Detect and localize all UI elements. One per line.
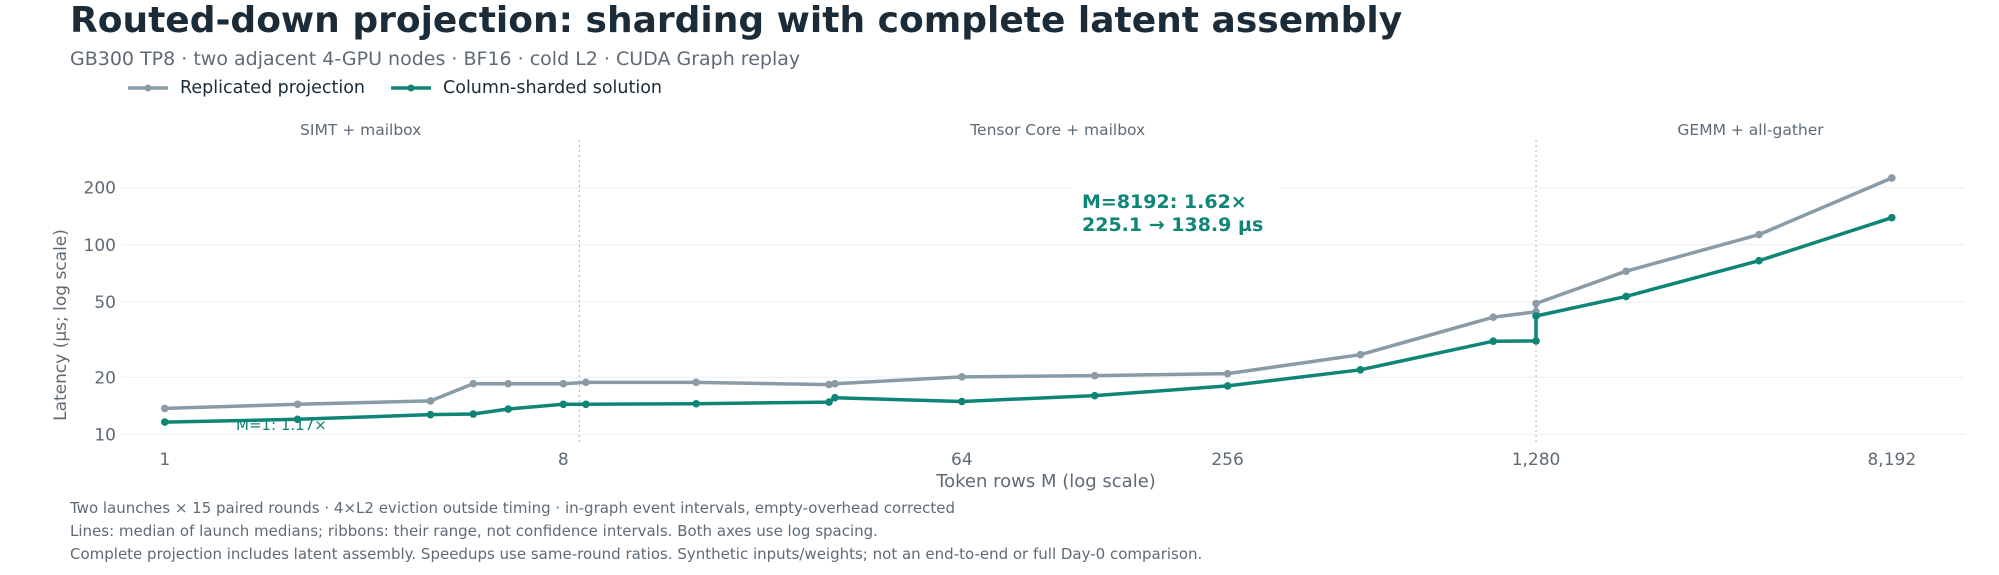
annotation-m8192-latency: 225.1 → 138.9 µs <box>1082 214 1263 236</box>
data-point-sharded <box>1489 337 1498 345</box>
data-point-replicated <box>1622 267 1630 276</box>
series-layer <box>160 174 1896 426</box>
data-point-replicated <box>582 378 590 387</box>
footnote-line: Lines: median of launch medians; ribbons… <box>70 522 878 540</box>
legend-label-replicated: Replicated projection <box>180 78 366 98</box>
footnote-line: Complete projection includes latent asse… <box>70 545 1203 563</box>
data-point-sharded <box>469 410 478 418</box>
data-point-sharded <box>1888 213 1896 222</box>
data-point-replicated <box>160 404 169 413</box>
footnotes: Two launches × 15 paired rounds · 4×L2 e… <box>70 497 1202 566</box>
x-tick-label: 8,192 <box>1867 450 1916 470</box>
axis-layer: Latency (µs; log scale) Token rows M (lo… <box>51 179 1916 492</box>
region-layer: SIMT + mailbox Tensor Core + mailbox GEMM … <box>300 121 1824 445</box>
data-point-sharded <box>504 405 512 413</box>
data-point-sharded <box>1223 382 1232 390</box>
annotation-m8192-speedup: M=8192: 1.62× <box>1082 191 1247 213</box>
y-axis-label: Latency (µs; log scale) <box>51 229 71 421</box>
annotation-box <box>1070 184 1282 240</box>
y-tick-label: 10 <box>94 425 116 445</box>
data-point-replicated <box>692 378 700 387</box>
x-tick-label: 1,280 <box>1512 450 1561 470</box>
series-line-sharded <box>164 216 1893 424</box>
data-point-replicated <box>1755 230 1763 239</box>
data-point-sharded <box>160 418 169 426</box>
data-point-sharded <box>1532 337 1540 345</box>
x-axis-label: Token rows M (log scale) <box>935 471 1156 492</box>
data-point-replicated <box>958 373 966 381</box>
data-point-sharded <box>1356 365 1365 374</box>
data-point-sharded <box>426 410 435 419</box>
data-point-replicated <box>293 400 302 409</box>
y-tick-label: 100 <box>84 236 116 256</box>
data-point-replicated <box>1489 313 1498 321</box>
y-tick-label: 20 <box>94 368 116 388</box>
region-label: GEMM + all-gather <box>1677 121 1824 139</box>
data-point-replicated <box>504 379 512 388</box>
data-point-sharded <box>1090 391 1099 400</box>
data-point-sharded <box>293 415 302 424</box>
data-point-replicated <box>1356 350 1365 359</box>
data-point-sharded <box>582 400 590 409</box>
annotation-layer: M=8192: 1.62× 225.1 → 138.9 µs M=1: 1.17… <box>236 184 1282 434</box>
x-tick-label: 64 <box>951 450 973 470</box>
legend-swatch-sharded <box>391 84 432 92</box>
x-tick-label: 256 <box>1211 450 1243 470</box>
data-point-sharded <box>1622 292 1630 301</box>
line-chart: SIMT + mailbox Tensor Core + mailbox GEMM … <box>51 121 1965 492</box>
data-point-sharded <box>692 399 700 408</box>
data-point-replicated <box>426 397 435 405</box>
legend-label-sharded: Column-sharded solution <box>443 78 663 98</box>
data-point-sharded <box>1755 256 1763 265</box>
legend: Replicated projection Column-sharded sol… <box>128 78 662 98</box>
legend-item-replicated: Replicated projection <box>128 78 365 98</box>
data-point-replicated <box>831 379 839 388</box>
data-point-sharded <box>1532 312 1540 320</box>
data-point-replicated <box>469 379 478 388</box>
data-point-replicated <box>1888 174 1896 182</box>
chart-title: Routed-down projection: sharding with co… <box>70 0 1403 41</box>
data-point-sharded <box>831 393 839 402</box>
data-point-replicated <box>1090 371 1099 380</box>
legend-swatch-replicated <box>128 84 168 92</box>
data-point-sharded <box>559 400 568 409</box>
footnote-line: Two launches × 15 paired rounds · 4×L2 e… <box>70 499 955 517</box>
data-point-replicated <box>1223 369 1232 378</box>
data-point-replicated <box>559 379 568 388</box>
x-tick-label: 8 <box>558 450 569 470</box>
y-tick-label: 200 <box>84 179 116 199</box>
data-point-sharded <box>825 398 833 406</box>
legend-item-sharded: Column-sharded solution <box>391 78 662 98</box>
y-tick-label: 50 <box>94 293 116 313</box>
x-tick-label: 1 <box>159 450 170 470</box>
region-label: SIMT + mailbox <box>300 121 421 139</box>
chart-subtitle: GB300 TP8 · two adjacent 4-GPU nodes · B… <box>70 48 801 70</box>
region-label: Tensor Core + mailbox <box>969 121 1145 139</box>
data-point-replicated <box>825 380 833 389</box>
annotation-m1-speedup: M=1: 1.17× <box>236 416 327 434</box>
data-point-replicated <box>1532 299 1540 308</box>
data-point-sharded <box>958 397 966 406</box>
